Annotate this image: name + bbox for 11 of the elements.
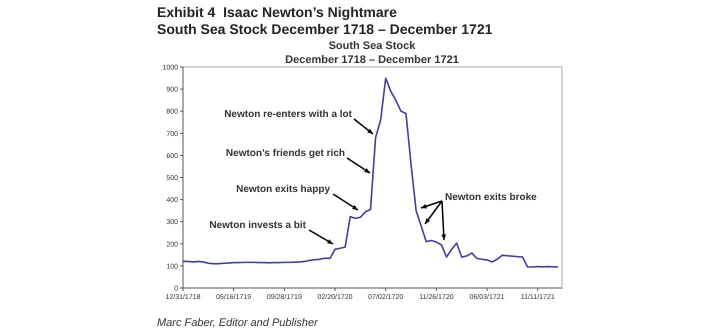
line-series bbox=[182, 77, 559, 268]
chart-subtitle: South Sea Stock December 1718 – December 1721 bbox=[157, 21, 493, 37]
annotation: Newton invests a bit bbox=[209, 220, 307, 231]
text: Marc Faber, Editor and Publisher bbox=[157, 317, 320, 329]
annotation: Newton exits broke bbox=[445, 192, 538, 203]
chart-title: Exhibit 4 Isaac Newton’s Nightmare bbox=[157, 4, 398, 20]
annotation: Newton’s friends get rich bbox=[226, 148, 345, 159]
text: South Sea Stock bbox=[328, 40, 416, 52]
text: December 1718 – December 1721 bbox=[285, 54, 459, 66]
annotation: Newton exits happy bbox=[236, 184, 330, 195]
annotation: Newton re-enters with a lot bbox=[224, 109, 353, 120]
